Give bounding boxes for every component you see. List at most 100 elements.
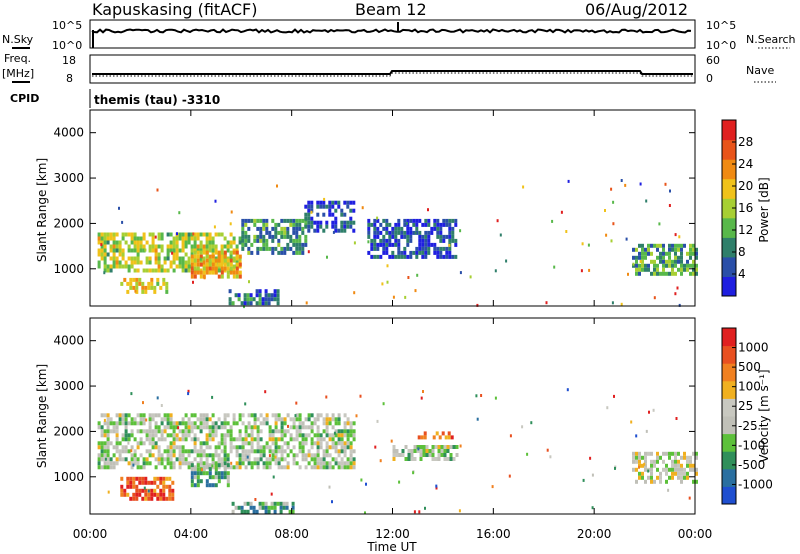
velocity-cell — [142, 421, 146, 426]
power-cell — [217, 268, 221, 273]
velocity-cell — [169, 461, 173, 466]
velocity-cell — [241, 449, 245, 454]
velocity-cell — [274, 417, 278, 422]
power-cell — [135, 281, 139, 286]
velocity-cell — [120, 476, 124, 481]
velocity-cell — [124, 445, 128, 450]
velocity-cell — [139, 417, 143, 422]
velocity-cell — [316, 441, 320, 446]
velocity-cell — [277, 417, 281, 422]
power-cell — [112, 264, 116, 269]
power-cell — [641, 267, 644, 272]
power-cell — [406, 234, 410, 239]
velocity-cell — [100, 453, 104, 458]
power-cell — [144, 285, 148, 290]
power-cell — [124, 232, 128, 237]
velocity-cell — [280, 417, 284, 422]
power-cell — [391, 254, 395, 259]
power-cell — [412, 230, 416, 235]
velocity-cell — [106, 453, 110, 458]
velocity-cell — [196, 483, 200, 488]
power-cell — [118, 240, 122, 245]
velocity-cell — [268, 457, 272, 462]
velocity-cell — [138, 476, 142, 481]
velocity-cell — [97, 453, 101, 458]
velocity-cell — [273, 505, 277, 510]
velocity-cell — [256, 465, 260, 470]
velocity-cell — [671, 451, 674, 456]
velocity-cell — [100, 449, 104, 454]
velocity-cell — [319, 457, 323, 462]
velocity-cell — [144, 492, 148, 497]
power-cell — [397, 230, 401, 235]
velocity-cell — [650, 471, 653, 476]
power-cell — [427, 246, 431, 251]
velocity-cell — [124, 417, 128, 422]
velocity-cell — [169, 457, 173, 462]
velocity-cell — [240, 509, 244, 514]
power-cell — [662, 255, 665, 260]
velocity-cell — [133, 449, 137, 454]
velocity-cell — [253, 457, 257, 462]
velocity-cell — [276, 501, 280, 506]
power-cell — [129, 277, 133, 282]
velocity-cell — [270, 501, 274, 506]
power-cell — [238, 254, 242, 259]
velocity-cell — [217, 471, 221, 476]
power-cell — [451, 218, 455, 223]
velocity-cell — [416, 449, 420, 453]
velocity-cell — [671, 467, 674, 472]
velocity-cell — [181, 429, 185, 434]
power-cell — [280, 250, 284, 255]
velocity-cell — [211, 475, 215, 480]
power-cell — [686, 259, 689, 264]
velocity-cell — [322, 461, 326, 466]
power-cell — [277, 242, 281, 247]
power-cell — [448, 230, 452, 235]
velocity-cell — [97, 461, 101, 466]
velocity-cell — [340, 445, 344, 450]
power-cell — [196, 262, 200, 267]
power-cell — [430, 230, 434, 235]
velocity-cell — [268, 461, 272, 466]
power-speck — [639, 260, 642, 263]
power-cell — [121, 236, 125, 241]
velocity-cell — [229, 425, 233, 430]
power-cell — [139, 244, 143, 249]
velocity-cell — [220, 463, 224, 468]
power-cell — [289, 222, 293, 227]
power-cell — [692, 251, 695, 256]
power-cell — [286, 234, 290, 239]
power-cell — [138, 277, 142, 282]
velocity-cell — [274, 425, 278, 430]
power-cell — [112, 232, 116, 237]
power-cell — [226, 256, 230, 261]
power-cell — [103, 256, 107, 261]
power-cell — [373, 242, 377, 247]
velocity-cell — [337, 433, 341, 438]
velocity-cell — [282, 505, 286, 510]
velocity-speck — [270, 492, 273, 496]
velocity-cell — [136, 441, 140, 446]
power-cell — [632, 263, 635, 268]
velocity-cell — [115, 449, 119, 454]
power-cell — [298, 218, 302, 223]
power-cell — [397, 222, 401, 227]
power-cell — [115, 260, 119, 265]
velocity-cell — [144, 480, 148, 485]
velocity-cell — [244, 457, 248, 462]
power-cell — [394, 234, 398, 239]
power-cell — [166, 252, 170, 257]
power-cell — [165, 281, 169, 286]
velocity-cell — [205, 413, 209, 418]
power-cell — [175, 264, 179, 269]
power-cell — [686, 251, 689, 256]
power-cell — [394, 222, 398, 227]
velocity-cell — [304, 433, 308, 438]
power-cell — [340, 224, 344, 229]
velocity-cell — [184, 461, 188, 466]
velocity-cell — [184, 429, 188, 434]
power-cell — [229, 258, 233, 263]
power-cell — [349, 216, 353, 221]
